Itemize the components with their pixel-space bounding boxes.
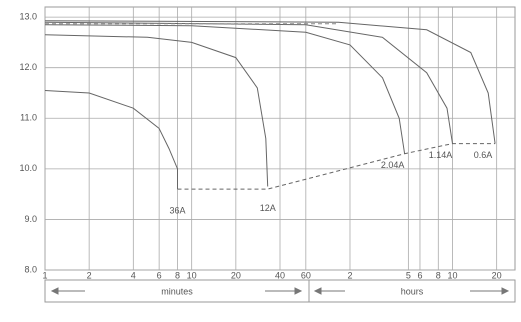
x-tick-label: 60	[301, 270, 311, 280]
y-tick-label: 11.0	[20, 113, 37, 123]
discharge-curve	[44, 24, 406, 154]
discharge-curve	[44, 20, 496, 144]
curve-label: 1.14A	[429, 150, 453, 160]
x-tick-label: 8	[175, 270, 180, 280]
end-voltage-line	[177, 143, 496, 190]
y-tick-label: 10.0	[19, 163, 37, 173]
x-tick-label: 1	[42, 270, 47, 280]
x-tick-label: 20	[231, 270, 241, 280]
y-tick-label: 8.0	[24, 264, 37, 274]
y-tick-label: 13.0	[19, 11, 37, 21]
x-tick-label: 6	[157, 270, 162, 280]
minutes-label: minutes	[161, 286, 193, 296]
discharge-curve	[44, 21, 453, 144]
curve-label: 0.6A	[474, 150, 493, 160]
x-tick-label: 2	[347, 270, 352, 280]
discharge-curve	[44, 34, 269, 187]
x-tick-label: 10	[448, 270, 458, 280]
x-tick-label: 5	[406, 270, 411, 280]
y-tick-label: 12.0	[19, 62, 37, 72]
curve-label: 2.04A	[381, 160, 405, 170]
arrows	[50, 287, 510, 295]
hours-label: hours	[401, 286, 424, 296]
x-tick-label: 2	[87, 270, 92, 280]
y-tick-label: 9.0	[24, 214, 37, 224]
x-tick-label: 20	[492, 270, 502, 280]
x-tick-label: 8	[436, 270, 441, 280]
discharge-curve	[44, 90, 178, 190]
x-tick-label: 40	[275, 270, 285, 280]
curve-label: 12A	[260, 203, 276, 213]
x-tick-label: 10	[187, 270, 197, 280]
x-tick-label: 4	[131, 270, 136, 280]
unit-box	[44, 279, 516, 303]
curve-label: 36A	[169, 205, 185, 215]
x-tick-label: 6	[417, 270, 422, 280]
